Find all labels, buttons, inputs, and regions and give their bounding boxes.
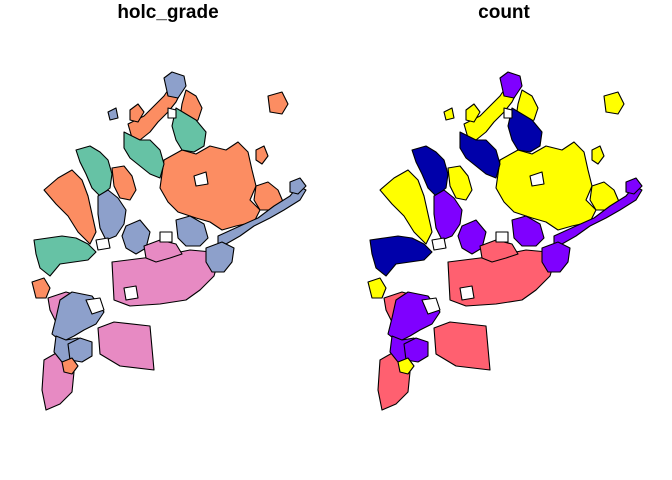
- map-panel-holc-grade: [31, 71, 307, 411]
- holc-grade-map-region-2: [97, 321, 155, 371]
- map-panel-count: [367, 71, 643, 411]
- holc-grade-map-hole-4: [95, 237, 111, 251]
- count-map-hole-4: [431, 237, 447, 251]
- count-map-hole-3: [495, 231, 509, 243]
- holc-grade-map-region-22: [111, 165, 137, 201]
- count-map-region-9: [553, 185, 643, 249]
- count-map-region-25: [511, 215, 545, 247]
- count-map-region-21: [433, 189, 463, 241]
- count-map-region-16: [591, 145, 605, 165]
- count-map-hole-5: [529, 171, 545, 187]
- count-map-region-1: [447, 249, 555, 307]
- holc-grade-map-region-31: [129, 103, 145, 123]
- count-map-region-29: [625, 177, 643, 195]
- count-map-hole-2: [459, 285, 475, 301]
- panel-title-count: count: [478, 2, 530, 23]
- count-map-region-2: [433, 321, 491, 371]
- count-map-region-7: [495, 141, 597, 231]
- count-map-hole-6: [503, 107, 513, 119]
- holc-grade-map-hole-2: [123, 285, 139, 301]
- count-map-region-17: [411, 145, 449, 197]
- holc-grade-map-region-11: [43, 169, 97, 245]
- holc-grade-map-region-9: [217, 185, 307, 249]
- count-map-region-13: [499, 71, 523, 99]
- holc-grade-map-region-30: [107, 107, 119, 121]
- holc-grade-map-region-19: [171, 107, 207, 153]
- count-map-hole-1: [421, 297, 441, 315]
- holc-grade-map-hole-5: [193, 171, 209, 187]
- count-map-region-22: [447, 165, 473, 201]
- holc-grade-map-hole-1: [85, 297, 105, 315]
- count-map-region-15: [603, 91, 625, 115]
- count-map-region-19: [507, 107, 543, 153]
- holc-grade-map-hole-6: [167, 107, 177, 119]
- count-map-region-23: [457, 219, 487, 255]
- holc-grade-map-region-21: [97, 189, 127, 241]
- holc-grade-map-region-18: [123, 131, 165, 179]
- count-map-region-20: [369, 235, 433, 277]
- holc-grade-map-region-7: [159, 141, 261, 231]
- holc-grade-map-region-28: [61, 357, 79, 375]
- holc-grade-map-region-26: [31, 277, 51, 299]
- count-map-region-18: [459, 131, 501, 179]
- holc-grade-map-region-20: [33, 235, 97, 277]
- holc-grade-map-region-13: [163, 71, 187, 99]
- holc-grade-map-region-15: [267, 91, 289, 115]
- holc-grade-map-region-10: [205, 241, 235, 273]
- count-map-region-11: [379, 169, 433, 245]
- holc-grade-map-hole-3: [159, 231, 173, 243]
- holc-grade-map-region-29: [289, 177, 307, 195]
- count-map-region-30: [443, 107, 455, 121]
- holc-grade-map-region-17: [75, 145, 113, 197]
- holc-grade-map-region-16: [255, 145, 269, 165]
- holc-grade-map-region-23: [121, 219, 151, 255]
- count-map-region-26: [367, 277, 387, 299]
- count-map-region-10: [541, 241, 571, 273]
- panel-title-holc-grade: holc_grade: [117, 2, 219, 23]
- count-map-region-31: [465, 103, 481, 123]
- count-map-region-28: [397, 357, 415, 375]
- holc-grade-map-region-1: [111, 249, 219, 307]
- holc-grade-map-region-25: [175, 215, 209, 247]
